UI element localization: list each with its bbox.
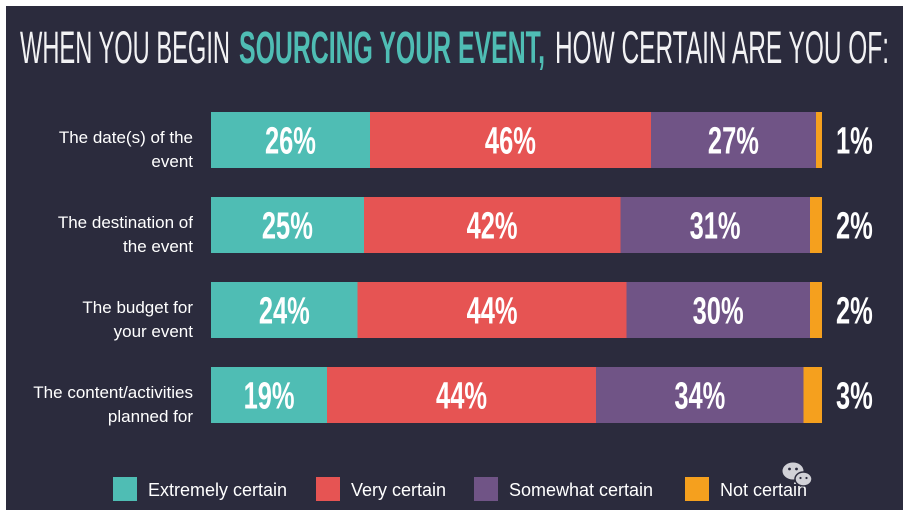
bar-very-certain (357, 282, 627, 338)
bar-somewhat-certain (620, 197, 810, 253)
chart-title: WHEN YOU BEGIN SOURCING YOUR EVENT, HOW … (20, 22, 889, 73)
bar-very-certain (363, 197, 621, 253)
bar-somewhat-certain (650, 112, 816, 168)
bar-extremely-certain (211, 367, 328, 423)
data-label-unit: % (703, 374, 726, 416)
wechat-icon (782, 462, 813, 487)
data-label: 44% (436, 374, 487, 416)
bar-very-certain (369, 112, 651, 168)
data-label-value: 25 (262, 204, 290, 246)
data-label: 44% (467, 289, 518, 331)
data-labels: 26% 46% 27% 1%25% 42% 31% 2%24% 44% 30% 2%19% 44% 3… (244, 119, 873, 416)
title-lead: WHEN YOU BEGIN (20, 22, 230, 73)
data-label: 19% (244, 374, 295, 416)
data-label-unit: % (850, 204, 873, 246)
data-label-unit: % (272, 374, 295, 416)
data-label-value: 2 (836, 289, 850, 331)
data-label-unit: % (287, 289, 310, 331)
legend: Extremely certain Very certain Somewhat ce… (113, 477, 807, 501)
data-label: 2% (836, 204, 873, 246)
data-label: 31% (690, 204, 741, 246)
data-label-value: 44 (436, 374, 464, 416)
legend-label: Somewhat certain (509, 480, 653, 500)
data-label-unit: % (850, 374, 873, 416)
data-label-value: 46 (485, 119, 513, 161)
data-label-value: 26 (265, 119, 293, 161)
legend-label: Extremely certain (148, 480, 287, 500)
bar-somewhat-certain (626, 282, 810, 338)
bar-somewhat-certain (595, 367, 804, 423)
data-label-value: 31 (690, 204, 718, 246)
data-label-value: 42 (467, 204, 495, 246)
data-label-value: 1 (836, 119, 850, 161)
data-label: 42% (467, 204, 518, 246)
data-label-unit: % (736, 119, 759, 161)
bar-area (211, 112, 822, 423)
bar-not-certain (809, 197, 822, 253)
data-label-unit: % (513, 119, 536, 161)
bar-not-certain (815, 112, 822, 168)
legend-swatch-not-certain (685, 477, 709, 501)
data-label-unit: % (850, 289, 873, 331)
data-label-unit: % (495, 204, 518, 246)
legend-label: Not certain (720, 480, 807, 500)
data-label: 27% (708, 119, 759, 161)
legend-label: Very certain (351, 480, 446, 500)
data-label-unit: % (464, 374, 487, 416)
data-label: 3% (836, 374, 873, 416)
data-label-unit: % (293, 119, 316, 161)
data-label: 24% (259, 289, 310, 331)
legend-swatch-somewhat-certain (474, 477, 498, 501)
data-label: 26% (265, 119, 316, 161)
data-label: 30% (693, 289, 744, 331)
bar-extremely-certain (211, 112, 370, 168)
data-label: 1% (836, 119, 873, 161)
legend-swatch-very-certain (316, 477, 340, 501)
data-label-unit: % (290, 204, 313, 246)
data-label-value: 2 (836, 204, 850, 246)
data-label: 25% (262, 204, 313, 246)
data-label-unit: % (850, 119, 873, 161)
data-label-value: 30 (693, 289, 721, 331)
bar-very-certain (327, 367, 596, 423)
data-label-unit: % (718, 204, 741, 246)
data-label-unit: % (721, 289, 744, 331)
data-label-value: 34 (674, 374, 702, 416)
legend-swatch-extremely-certain (113, 477, 137, 501)
title-tail: HOW CERTAIN ARE YOU OF: (555, 22, 889, 73)
data-label-value: 3 (836, 374, 850, 416)
data-label-value: 19 (244, 374, 272, 416)
bar-not-certain (809, 282, 822, 338)
title-highlight: SOURCING YOUR EVENT, (239, 22, 545, 73)
data-label-value: 24 (259, 289, 287, 331)
chart-background (6, 6, 903, 510)
data-label: 46% (485, 119, 536, 161)
data-label: 34% (674, 374, 725, 416)
bar-extremely-certain (211, 197, 364, 253)
bar-not-certain (803, 367, 822, 423)
data-label-unit: % (495, 289, 518, 331)
data-label-value: 27 (708, 119, 736, 161)
data-label: 2% (836, 289, 873, 331)
data-label-value: 44 (467, 289, 495, 331)
bar-extremely-certain (211, 282, 358, 338)
